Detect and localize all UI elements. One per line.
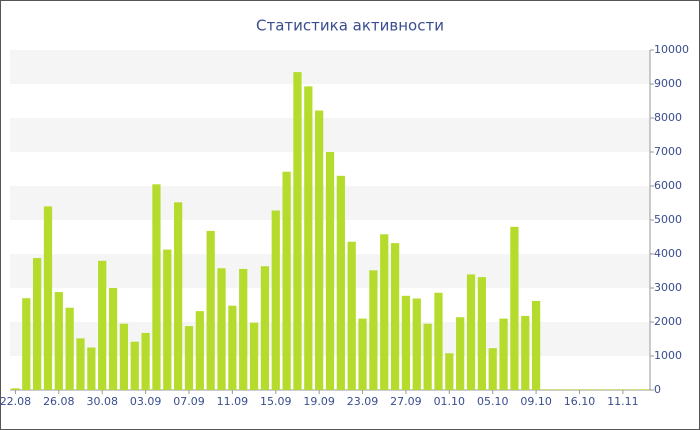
bar: [445, 353, 454, 390]
x-tick-label: 19.09: [303, 395, 335, 408]
bar: [22, 298, 31, 390]
bar: [380, 234, 389, 390]
bar: [11, 388, 20, 390]
y-tick-label: 5000: [654, 213, 682, 226]
bar: [466, 274, 476, 390]
bar: [65, 307, 74, 390]
y-tick-label: 0: [654, 383, 661, 396]
grid-band: [10, 118, 650, 152]
x-tick-label: 05.10: [477, 395, 509, 408]
bar: [174, 202, 183, 390]
bar: [141, 332, 150, 390]
bar: [618, 389, 628, 390]
bar: [607, 389, 617, 390]
y-tick-label: 6000: [654, 179, 682, 192]
x-tick-label: 23.09: [347, 395, 379, 408]
bar: [597, 389, 606, 390]
bar: [347, 241, 356, 390]
bar: [43, 206, 53, 390]
bar: [152, 184, 161, 390]
bar: [249, 322, 259, 390]
bar: [206, 230, 215, 390]
bar: [423, 323, 432, 390]
bar: [119, 323, 129, 390]
y-tick-label: 3000: [654, 281, 682, 294]
x-tick-label: 11.11: [607, 395, 639, 408]
x-tick-label: 26.08: [43, 395, 75, 408]
bar: [239, 268, 248, 390]
x-tick-label: 16.10: [564, 395, 596, 408]
bar: [293, 72, 302, 390]
bar: [98, 260, 107, 390]
bar: [640, 389, 649, 390]
bar: [358, 318, 367, 390]
bar: [553, 389, 562, 390]
bar: [369, 270, 378, 390]
bar: [108, 288, 118, 390]
bar: [304, 86, 313, 390]
bar: [163, 249, 172, 390]
y-tick-label: 4000: [654, 247, 682, 260]
x-tick-label: 09.10: [520, 395, 552, 408]
bar: [434, 292, 443, 390]
bar: [477, 277, 486, 390]
bar: [130, 341, 139, 390]
bar: [271, 210, 280, 390]
bar: [76, 338, 85, 390]
x-tick-label: 30.08: [86, 395, 118, 408]
bar: [282, 171, 291, 390]
chart-title: Статистика активности: [256, 17, 444, 35]
bar: [260, 266, 270, 390]
bar: [488, 348, 497, 390]
x-tick-label: 11.09: [217, 395, 249, 408]
bar: [412, 298, 421, 390]
bar: [542, 389, 552, 390]
bar: [456, 317, 465, 390]
bar: [325, 152, 335, 390]
bar: [575, 389, 584, 390]
bar: [564, 389, 573, 390]
bar: [499, 318, 508, 390]
bar: [586, 389, 595, 390]
y-tick-label: 8000: [654, 111, 682, 124]
bar: [521, 315, 530, 390]
x-tick-label: 03.09: [130, 395, 162, 408]
bar: [390, 243, 400, 390]
x-tick-label: 22.08: [0, 395, 31, 408]
grid-band: [10, 50, 650, 84]
y-tick-label: 10000: [654, 43, 689, 56]
bar: [195, 311, 204, 390]
bar: [629, 389, 638, 390]
y-tick-label: 9000: [654, 77, 682, 90]
x-tick-label: 15.09: [260, 395, 292, 408]
bar: [217, 268, 226, 390]
bar: [401, 295, 411, 390]
x-tick-label: 01.10: [434, 395, 466, 408]
bar: [228, 305, 237, 390]
bar: [510, 226, 519, 390]
bar: [54, 292, 63, 390]
bar: [32, 258, 42, 390]
y-tick-label: 7000: [654, 145, 682, 158]
x-tick-label: 27.09: [390, 395, 422, 408]
bar: [87, 347, 96, 390]
bar: [184, 326, 194, 390]
y-tick-label: 2000: [654, 315, 682, 328]
y-tick-label: 1000: [654, 349, 682, 362]
bar: [315, 110, 324, 391]
bar: [531, 300, 541, 390]
x-tick-label: 07.09: [173, 395, 205, 408]
bar: [336, 175, 345, 390]
